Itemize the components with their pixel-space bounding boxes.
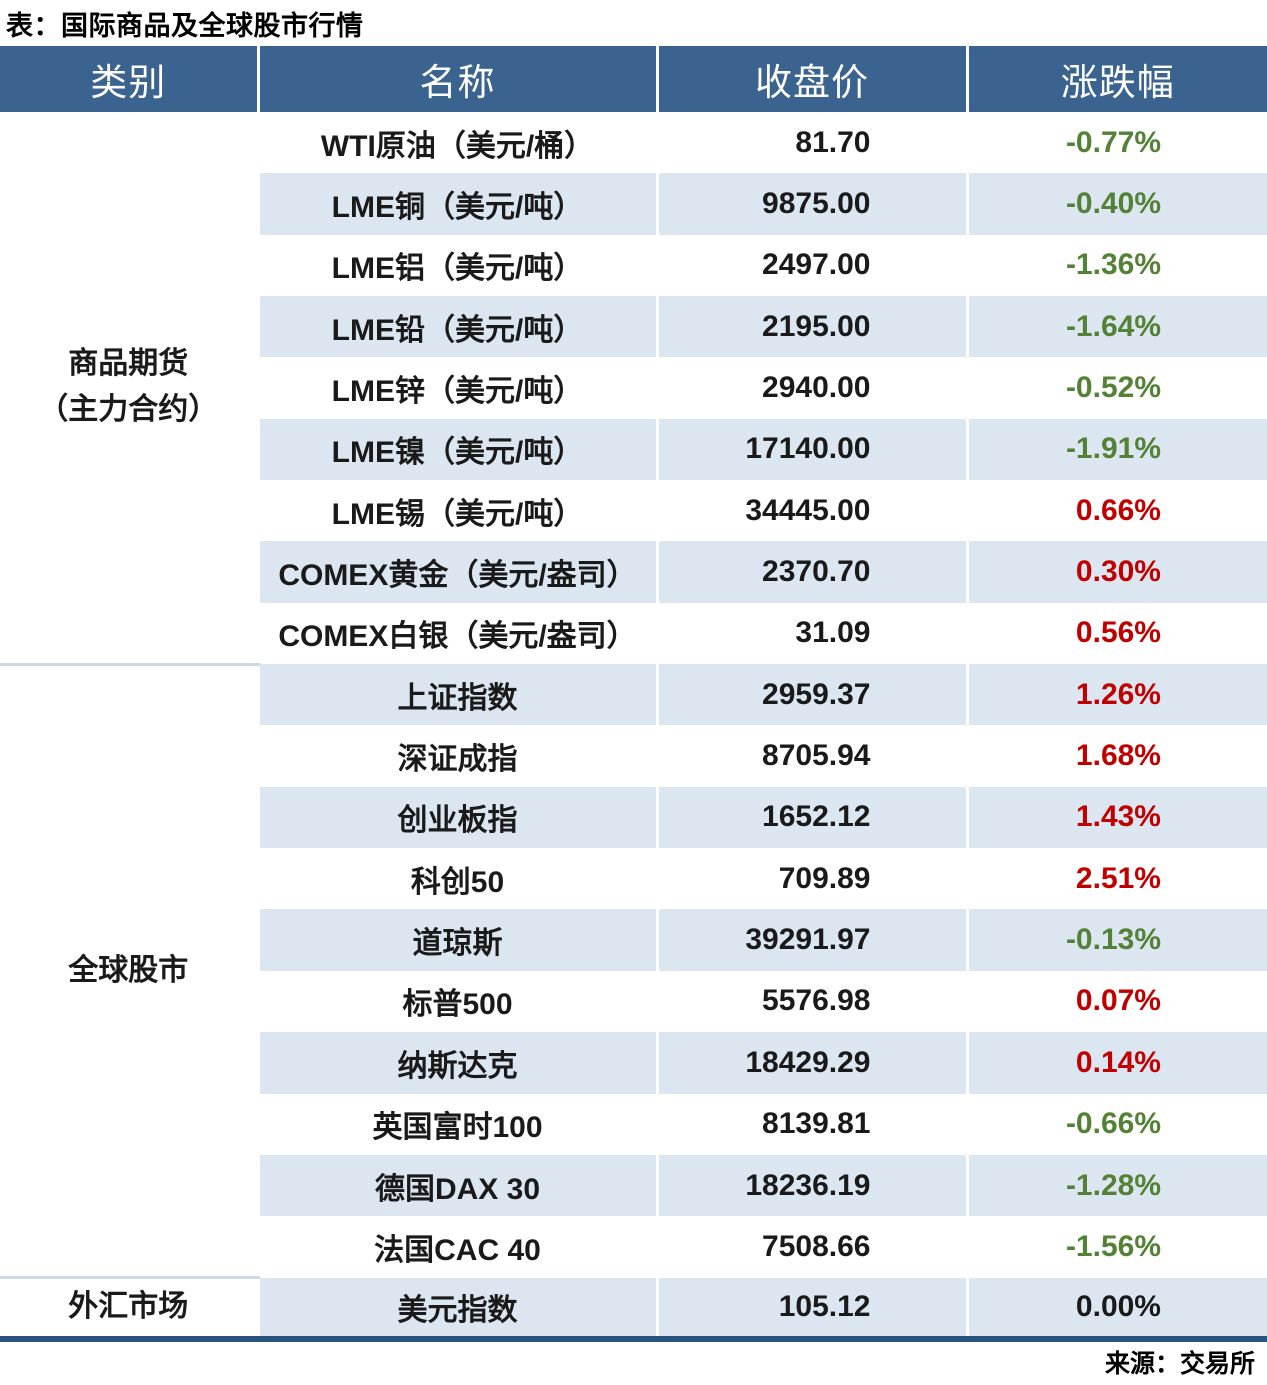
closing-price: 709.89	[655, 848, 967, 910]
closing-price: 2959.37	[655, 664, 967, 726]
change-percent: 2.51%	[965, 848, 1267, 910]
change-percent: -1.28%	[965, 1154, 1267, 1217]
change-percent: 0.66%	[965, 480, 1267, 542]
closing-price: 5576.98	[655, 970, 967, 1033]
table-body: 商品期货 （主力合约） WTI原油（美元/桶） 81.70 -0.77% LME铜（美元/…	[0, 112, 1267, 1341]
closing-price: 81.70	[655, 112, 967, 174]
change-percent: 0.00%	[965, 1277, 1267, 1339]
instrument-name: 科创50	[256, 848, 657, 910]
category-cell: 商品期货 （主力合约）	[0, 112, 258, 666]
closing-price: 8139.81	[655, 1093, 967, 1155]
source-label: 来源：交易所	[1104, 1349, 1255, 1378]
instrument-name: LME铅（美元/吨）	[256, 296, 657, 358]
change-percent: 1.43%	[965, 786, 1267, 849]
instrument-name: 标普500	[256, 970, 657, 1033]
instrument-name: LME镍（美元/吨）	[256, 418, 657, 481]
change-percent: -1.64%	[965, 296, 1267, 358]
header-cell-change: 涨跌幅	[965, 46, 1267, 112]
change-percent: -1.36%	[965, 234, 1267, 297]
closing-price: 2940.00	[655, 357, 967, 419]
instrument-name: WTI原油（美元/桶）	[256, 112, 657, 174]
header-cell-close: 收盘价	[655, 46, 967, 112]
change-percent: -0.52%	[965, 357, 1267, 419]
instrument-name: 上证指数	[256, 664, 657, 726]
change-percent: 0.14%	[965, 1032, 1267, 1094]
table-row: 全球股市 上证指数 2959.37 1.26%	[0, 664, 1267, 1280]
market-table: 类别 名称 收盘价 涨跌幅 商品期货 （主力合约） WTI原油（美元/桶） 81.70…	[0, 46, 1267, 1342]
change-percent: 1.26%	[965, 664, 1267, 726]
instrument-name: LME铝（美元/吨）	[256, 234, 657, 297]
change-percent: -1.91%	[965, 418, 1267, 481]
instrument-name: 道琼斯	[256, 909, 657, 971]
category-cell: 外汇市场	[0, 1277, 258, 1341]
header-row: 类别 名称 收盘价 涨跌幅	[0, 46, 1267, 112]
closing-price: 2195.00	[655, 296, 967, 358]
instrument-name: 英国富时100	[256, 1093, 657, 1155]
change-percent: 0.07%	[965, 970, 1267, 1033]
instrument-name: LME铜（美元/吨）	[256, 173, 657, 235]
instrument-name: COMEX黄金（美元/盎司）	[256, 541, 657, 603]
change-percent: -0.66%	[965, 1093, 1267, 1155]
category-label: 全球股市	[68, 953, 189, 987]
closing-price: 1652.12	[655, 786, 967, 849]
change-percent: -1.56%	[965, 1216, 1267, 1278]
closing-price: 9875.00	[655, 173, 967, 235]
closing-price: 39291.97	[655, 909, 967, 971]
change-percent: -0.40%	[965, 173, 1267, 235]
category-label: 外汇市场	[68, 1290, 189, 1324]
table-row: LME铜（美元/吨） 9875.00 -0.40%	[0, 173, 1267, 235]
instrument-name: 法国CAC 40	[256, 1216, 657, 1278]
instrument-name: 深证成指	[256, 725, 657, 787]
instrument-name: COMEX白银（美元/盎司）	[256, 602, 657, 665]
closing-price: 8705.94	[655, 725, 967, 787]
closing-price: 7508.66	[655, 1216, 967, 1278]
category-label: （主力合约）	[38, 393, 219, 427]
closing-price: 34445.00	[655, 480, 967, 542]
closing-price: 17140.00	[655, 418, 967, 481]
change-percent: -0.77%	[965, 112, 1267, 174]
change-percent: 0.56%	[965, 602, 1267, 665]
instrument-name: LME锌（美元/吨）	[256, 357, 657, 419]
instrument-name: 创业板指	[256, 786, 657, 849]
table-row: 商品期货 （主力合约） WTI原油（美元/桶） 81.70 -0.77%	[0, 112, 1267, 666]
category-label: 商品期货	[68, 346, 189, 380]
change-percent: 0.30%	[965, 541, 1267, 603]
closing-price: 2370.70	[655, 541, 967, 603]
change-percent: -0.13%	[965, 909, 1267, 971]
closing-price: 18429.29	[655, 1032, 967, 1094]
closing-price: 31.09	[655, 602, 967, 665]
page-title: 表：国际商品及全球股市行情	[6, 10, 364, 41]
category-cell: 全球股市	[0, 664, 258, 1280]
instrument-name: LME锡（美元/吨）	[256, 480, 657, 542]
closing-price: 2497.00	[655, 234, 967, 297]
instrument-name: 德国DAX 30	[256, 1154, 657, 1217]
change-percent: 1.68%	[965, 725, 1267, 787]
table-row: 外汇市场 美元指数 105.12 0.00%	[0, 1277, 1267, 1341]
header-cell-name: 名称	[256, 46, 657, 112]
closing-price: 105.12	[655, 1277, 967, 1339]
closing-price: 18236.19	[655, 1154, 967, 1217]
instrument-name: 纳斯达克	[256, 1032, 657, 1094]
table-header: 类别 名称 收盘价 涨跌幅	[0, 46, 1267, 112]
instrument-name: 美元指数	[256, 1277, 657, 1339]
header-cell-category: 类别	[0, 46, 258, 112]
